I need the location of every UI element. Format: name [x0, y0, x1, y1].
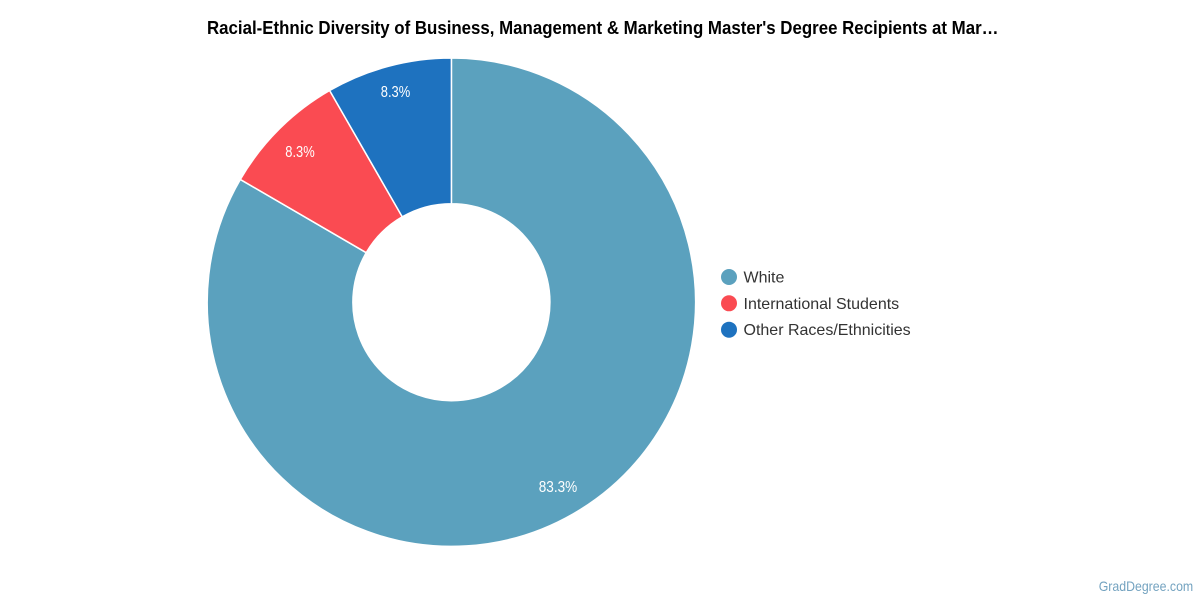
- svg-text:8.3%: 8.3%: [381, 84, 411, 101]
- svg-text:83.3%: 83.3%: [539, 479, 578, 496]
- svg-text:International Students: International Students: [744, 296, 900, 313]
- svg-text:Other Races/Ethnicities: Other Races/Ethnicities: [744, 322, 911, 339]
- svg-text:8.3%: 8.3%: [285, 144, 315, 161]
- svg-text:Racial-Ethnic Diversity of Bus: Racial-Ethnic Diversity of Business, Man…: [207, 18, 999, 38]
- svg-text:White: White: [744, 270, 785, 287]
- svg-text:GradDegree.com: GradDegree.com: [1099, 578, 1194, 594]
